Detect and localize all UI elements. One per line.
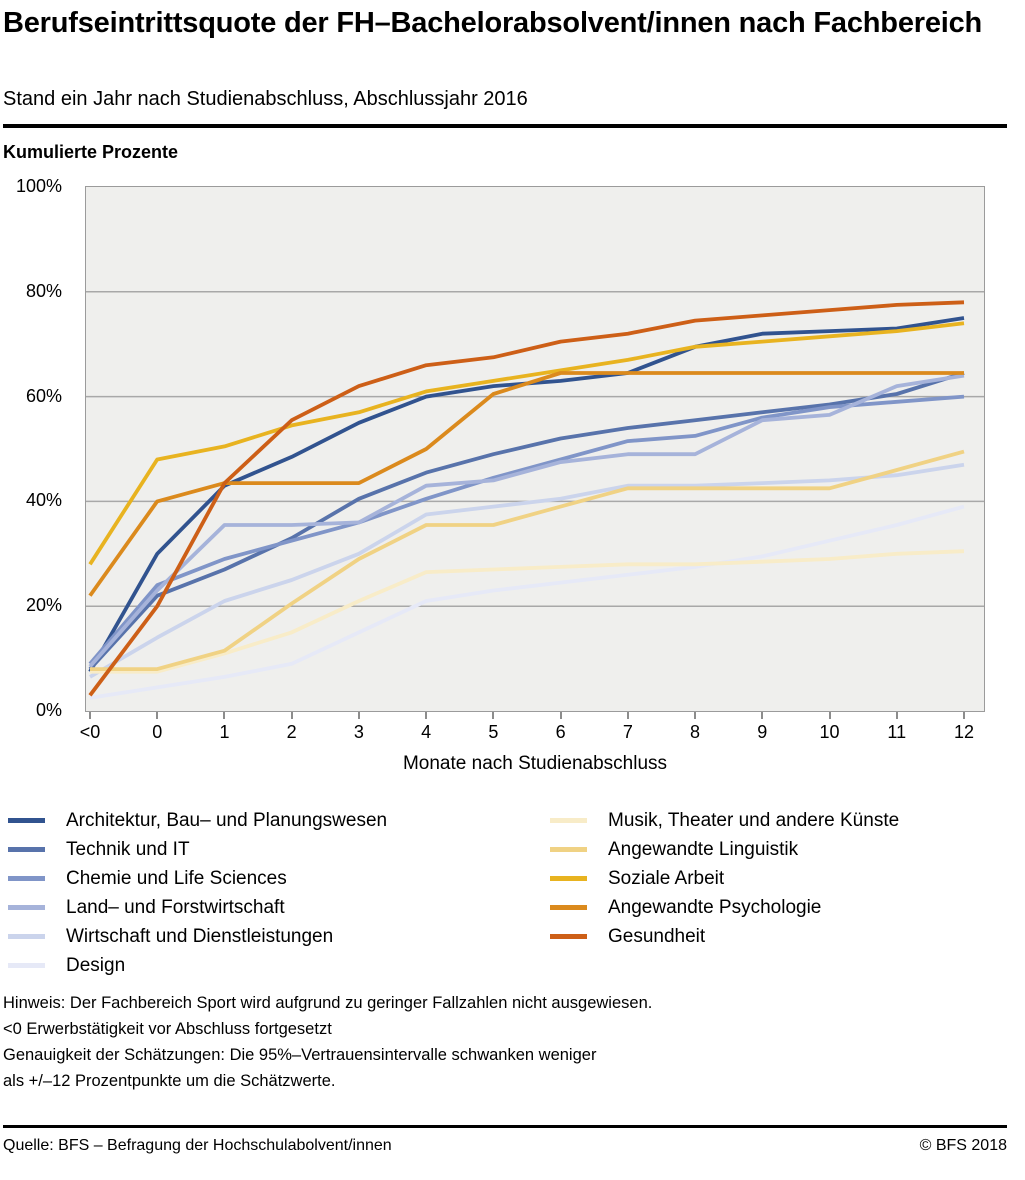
legend-swatch-icon — [8, 876, 45, 881]
x-tick-12 — [963, 712, 965, 719]
legend-label: Gesundheit — [608, 925, 706, 947]
legend-label: Musik, Theater und andere Künste — [608, 809, 900, 831]
legend-item-gesundheit: Gesundheit — [550, 922, 899, 951]
page-title: Berufseintrittsquote der FH–Bachelorabso… — [3, 7, 983, 39]
x-tick-label-7: 7 — [622, 722, 633, 742]
line-musik-theater-und-andere-k-nste — [90, 549, 965, 674]
line-design — [89, 504, 965, 700]
legend-swatch-icon — [8, 905, 45, 910]
legend-swatch-icon — [8, 847, 45, 852]
line-chemie-und-life-sciences — [88, 394, 965, 666]
x-tick-label-11: 11 — [887, 722, 907, 742]
x-tick-1 — [223, 712, 226, 719]
line-soziale-arbeit — [88, 321, 965, 566]
y-axis-title: Kumulierte Prozente — [3, 142, 179, 162]
legend-swatch-icon — [550, 905, 587, 910]
y-tick-label-60: 60% — [25, 385, 62, 406]
line-land-und-forstwirtschaft — [88, 373, 965, 668]
legend-item-technik-und-it: Technik und IT — [8, 835, 387, 864]
line-angewandte-linguistik — [90, 449, 965, 672]
legend-item-musik-theater-und-andere-k-nste: Musik, Theater und andere Künste — [550, 806, 899, 835]
footnote-line-1: Hinweis: Der Fachbereich Sport wird aufg… — [3, 994, 653, 1012]
legend-item-architektur-bau-und-planungswesen: Architektur, Bau– und Planungswesen — [8, 806, 387, 835]
x-tick-label-3: 3 — [353, 722, 364, 742]
footer: Quelle: BFS – Befragung der Hochschulabo… — [3, 1137, 1007, 1155]
x-tick-4 — [425, 712, 428, 719]
legend-swatch-icon — [8, 934, 45, 939]
footnote-line-2: <0 Erwerbstätigkeit vor Abschluss fortge… — [3, 1020, 332, 1038]
footnotes: Hinweis: Der Fachbereich Sport wird aufg… — [3, 990, 1003, 1094]
legend-swatch-icon — [8, 963, 45, 968]
x-tick-9 — [761, 712, 764, 719]
x-tick-label-10: 10 — [819, 722, 840, 742]
legend-item-angewandte-psychologie: Angewandte Psychologie — [550, 893, 899, 922]
line-architektur-bau-und-planungswesen — [88, 316, 965, 673]
legend-swatch-icon — [8, 818, 45, 823]
legend-label: Angewandte Psychologie — [608, 896, 822, 918]
legend-column-left: Architektur, Bau– und Planungswesen Techn… — [8, 806, 387, 980]
x-tick-5 — [492, 712, 495, 719]
x-axis-title: Monate nach Studienabschluss — [402, 753, 668, 774]
legend-item-chemie-und-life-sciences: Chemie und Life Sciences — [8, 864, 387, 893]
x-tick-7 — [626, 712, 629, 719]
x-tick-6 — [559, 712, 562, 719]
legend-swatch-icon — [550, 847, 587, 852]
x-tick-2 — [290, 712, 293, 719]
legend-item-design: Design — [8, 951, 387, 980]
y-tick-label-40: 40% — [25, 490, 62, 511]
legend-label: Angewandte Linguistik — [608, 838, 799, 860]
legend-swatch-icon — [550, 876, 587, 881]
x-tick-label-<0: <0 — [79, 722, 101, 742]
x-tick-label-4: 4 — [421, 722, 432, 742]
legend-label: Architektur, Bau– und Planungswesen — [66, 809, 388, 831]
legend-label: Soziale Arbeit — [608, 867, 725, 889]
y-tick-label-100: 100% — [15, 176, 62, 196]
x-tick-0 — [156, 712, 159, 719]
line-chart-svg — [86, 291, 984, 700]
x-tick-8 — [694, 712, 697, 719]
line-wirtschaft-und-dienstleistungen — [89, 462, 965, 679]
page-subtitle: Stand ein Jahr nach Studienabschluss, Ab… — [3, 88, 528, 110]
line-angewandte-psychologie — [88, 371, 964, 597]
source-text: Quelle: BFS – Befragung der Hochschulabo… — [3, 1137, 392, 1154]
footnote-line-4: als +/–12 Prozentpunkte um die Schätzwer… — [3, 1072, 336, 1090]
header-divider — [3, 124, 1007, 128]
x-tick-11 — [895, 712, 898, 719]
x-tick-3 — [357, 712, 360, 719]
x-tick-label-0: 0 — [152, 722, 163, 742]
legend-item-land-und-forstwirtschaft: Land– und Forstwirtschaft — [8, 893, 387, 922]
legend-item-soziale-arbeit: Soziale Arbeit — [550, 864, 899, 893]
x-tick-<0 — [89, 712, 91, 719]
line-gesundheit — [88, 300, 965, 697]
x-tick-label-2: 2 — [286, 722, 297, 742]
legend-label: Design — [66, 954, 126, 976]
footnote-line-3: Genauigkeit der Schätzungen: Die 95%–Ver… — [3, 1046, 597, 1064]
legend-label: Chemie und Life Sciences — [66, 867, 287, 889]
legend-swatch-icon — [550, 934, 587, 939]
x-tick-label-9: 9 — [757, 722, 768, 742]
legend-label: Land– und Forstwirtschaft — [66, 896, 285, 918]
line-chart-plot-area — [85, 186, 985, 712]
legend-label: Technik und IT — [66, 838, 190, 860]
footer-divider — [3, 1125, 1007, 1128]
legend-column-right: Musik, Theater und andere Künste Angewand… — [550, 806, 899, 951]
x-tick-label-6: 6 — [555, 722, 566, 742]
legend-label: Wirtschaft und Dienstleistungen — [66, 925, 334, 947]
legend-item-angewandte-linguistik: Angewandte Linguistik — [550, 835, 899, 864]
line-technik-und-it — [88, 371, 965, 671]
x-tick-label-8: 8 — [690, 722, 701, 742]
y-tick-label-80: 80% — [25, 280, 62, 301]
y-tick-label-0: 0% — [35, 700, 62, 720]
x-tick-label-5: 5 — [488, 722, 499, 742]
legend-item-wirtschaft-und-dienstleistungen: Wirtschaft und Dienstleistungen — [8, 922, 387, 951]
legend-swatch-icon — [550, 818, 587, 823]
x-tick-label-12: 12 — [953, 722, 975, 742]
copyright-text: © BFS 2018 — [919, 1137, 1007, 1154]
x-tick-10 — [828, 712, 831, 719]
x-tick-label-1: 1 — [219, 722, 230, 742]
y-tick-label-20: 20% — [25, 595, 62, 616]
